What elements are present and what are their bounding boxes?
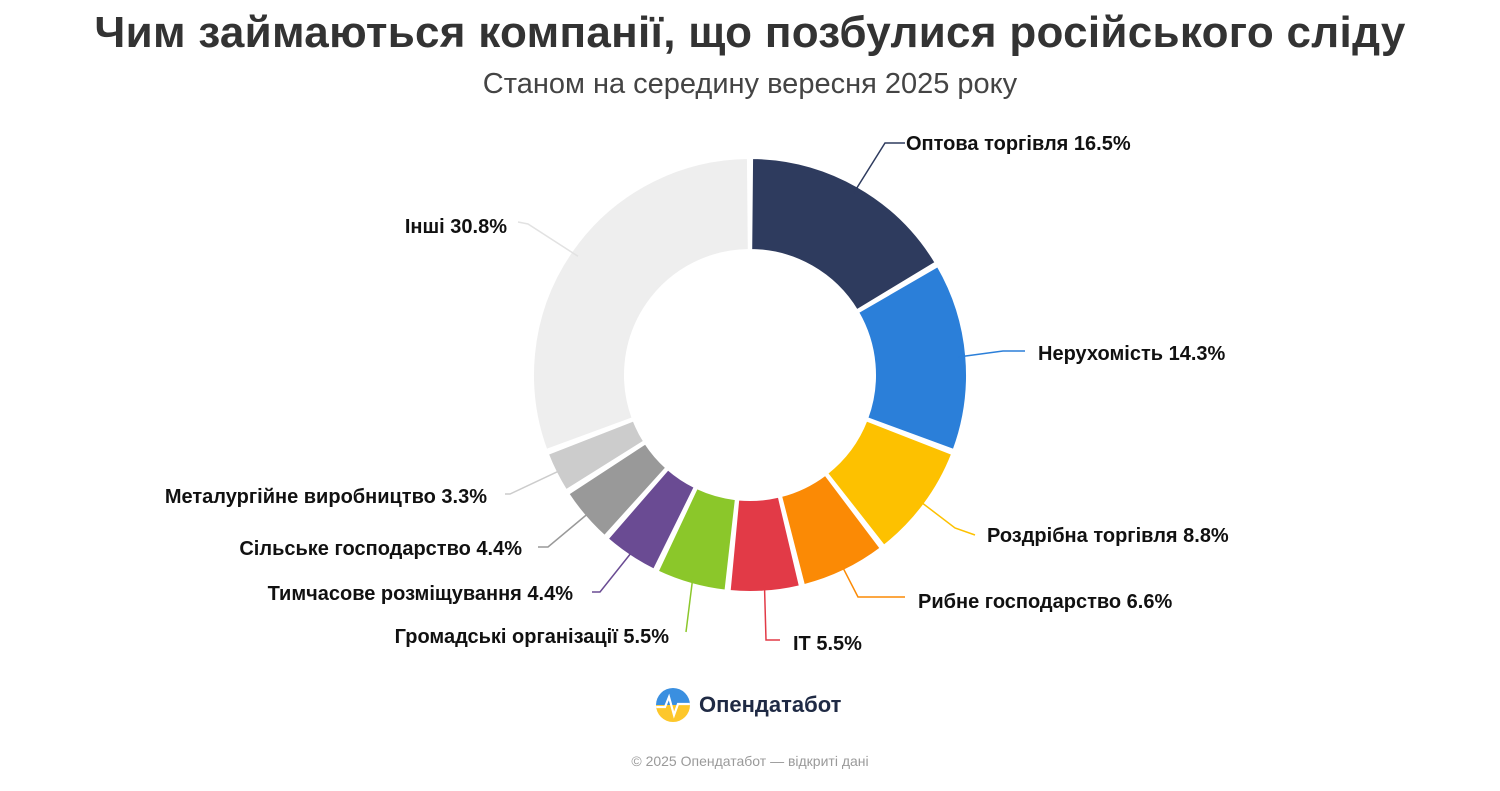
slice-label: Сільське господарство 4.4% <box>239 538 522 560</box>
pie-slice <box>656 487 737 592</box>
label-connector <box>763 583 780 641</box>
label-connector <box>517 221 579 257</box>
label-connector <box>538 510 592 548</box>
chart-subtitle: Станом на середину вересня 2025 року <box>482 68 1018 100</box>
slice-label: Інші 30.8% <box>405 216 507 238</box>
slice-label: Громадські організації 5.5% <box>395 626 670 648</box>
label-connector <box>852 142 905 194</box>
slice-label: Роздрібна торгівля 8.8% <box>987 525 1229 547</box>
label-connector <box>958 350 1025 358</box>
label-connector <box>840 562 905 598</box>
pie-slice <box>826 419 954 547</box>
slice-label: Оптова торгівля 16.5% <box>906 133 1131 155</box>
brand-logo: Опендатабот <box>655 686 841 724</box>
slice-label: Нерухомість 14.3% <box>1038 343 1226 365</box>
opendatabot-logo-icon <box>656 688 690 722</box>
chart-title: Чим займаються компанії, що позбулися ро… <box>94 8 1406 57</box>
slice-label: Рибне господарство 6.6% <box>918 591 1172 613</box>
slice-label: Металургійне виробництво 3.3% <box>165 486 487 508</box>
pie-slice <box>606 468 696 571</box>
label-connector <box>592 548 635 593</box>
slice-label: Тимчасове розміщування 4.4% <box>268 583 574 605</box>
pie-slice <box>728 495 801 593</box>
pie-slice <box>780 473 882 587</box>
brand-name: Опендатабот <box>699 692 842 717</box>
pie-slice <box>750 157 937 312</box>
pie-slice <box>546 419 646 492</box>
slice-label: IT 5.5% <box>793 633 862 655</box>
pie-slice <box>532 157 750 451</box>
footer-copyright: © 2025 Опендатабот — відкриті дані <box>631 753 869 769</box>
label-connector <box>685 575 694 633</box>
pie-slice <box>857 265 968 451</box>
pie-slice <box>567 442 668 538</box>
label-connector <box>505 468 564 495</box>
label-connector <box>917 498 976 536</box>
